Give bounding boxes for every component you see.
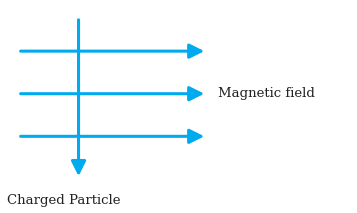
Text: Charged Particle: Charged Particle <box>7 194 121 207</box>
Text: Magnetic field: Magnetic field <box>218 87 315 100</box>
